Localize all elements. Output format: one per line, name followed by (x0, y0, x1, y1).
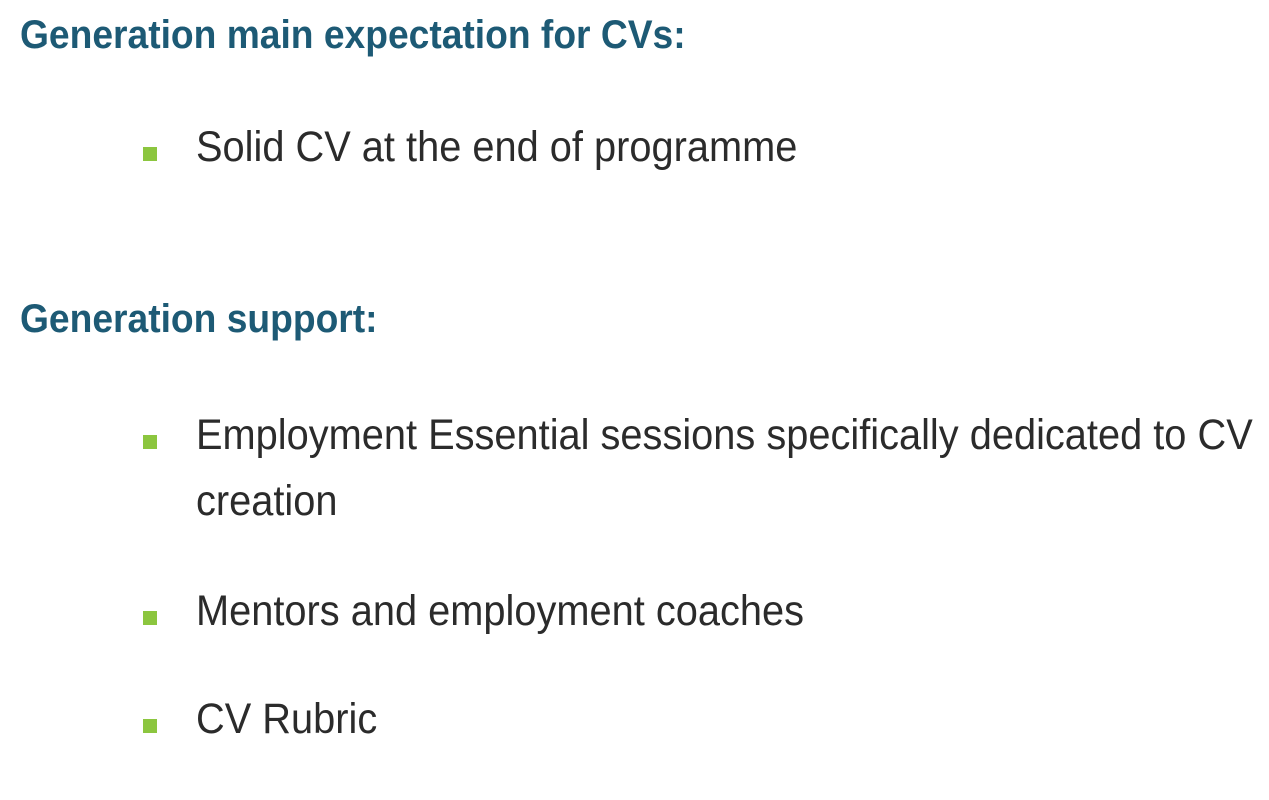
bullet-text: Solid CV at the end of programme (196, 123, 798, 171)
section-heading-expectation: Generation main expectation for CVs: (20, 13, 686, 57)
square-bullet-icon (143, 147, 157, 161)
bullet-text: Mentors and employment coaches (196, 587, 804, 635)
bullet-text: CV Rubric (196, 695, 378, 743)
square-bullet-icon (143, 719, 157, 733)
square-bullet-icon (143, 611, 157, 625)
square-bullet-icon (143, 435, 157, 449)
bullet-text: Employment Essential sessions specifical… (196, 411, 1253, 525)
section-heading-support: Generation support: (20, 297, 378, 341)
